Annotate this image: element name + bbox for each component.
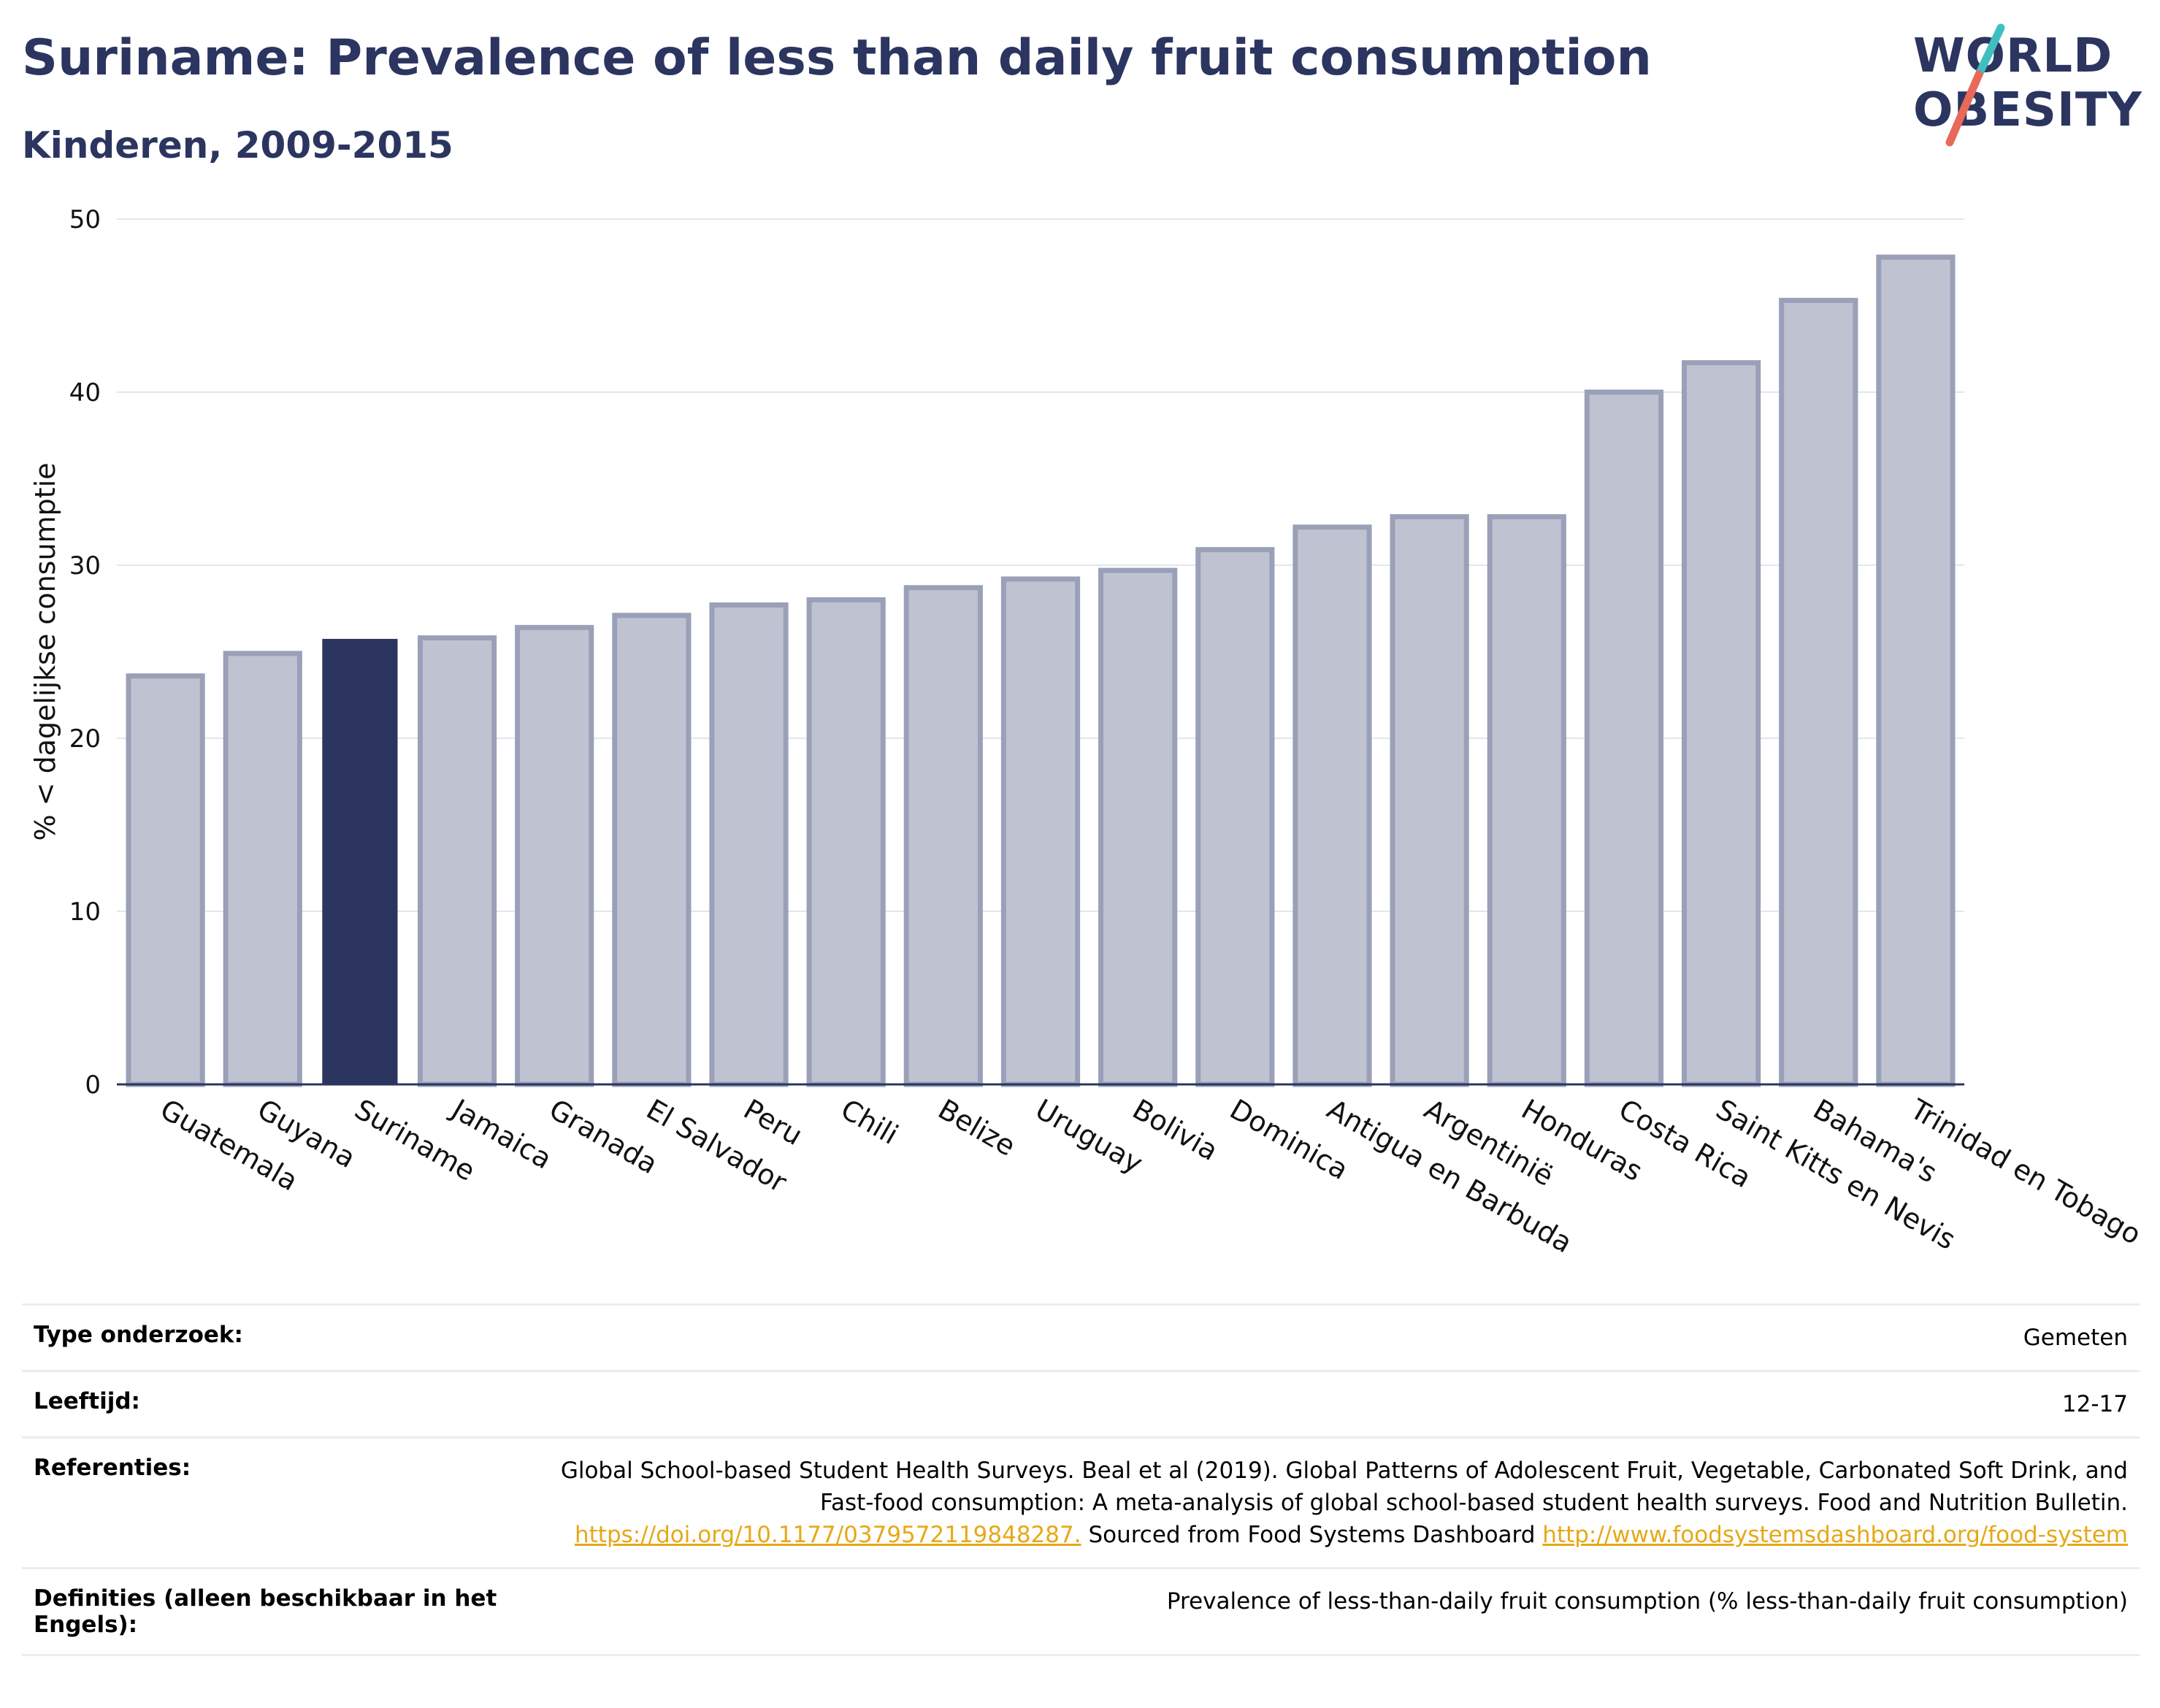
bar-costa-rica <box>1584 389 1664 1087</box>
bar-granada <box>515 624 594 1087</box>
info-value: 12-17 <box>2061 1391 2128 1417</box>
logo-line-2: OBESITY <box>1913 83 2142 137</box>
info-value: Gemeten <box>2023 1325 2128 1351</box>
y-tick-label: 0 <box>85 1071 101 1100</box>
logo-line-1: WORLD <box>1913 29 2113 83</box>
page-subtitle: Kinderen, 2009-2015 <box>22 124 453 166</box>
bar-honduras <box>1487 514 1566 1087</box>
world-obesity-logo: WORLD OBESITY <box>1906 22 2147 153</box>
bar-bahama-s <box>1779 297 1858 1087</box>
bar-saint-kitts-en-nevis <box>1682 360 1761 1087</box>
bar-suriname <box>322 638 398 1085</box>
y-axis-title: % < dagelijkse consumptie <box>29 462 61 840</box>
info-value: Global School-based Student Health Surve… <box>558 1455 2128 1551</box>
reference-source-text: Sourced from Food Systems Dashboard <box>1088 1522 1536 1548</box>
bar-guyana <box>223 651 302 1087</box>
bar-antigua-en-barbuda <box>1292 524 1372 1087</box>
info-value: Prevalence of less-than-daily fruit cons… <box>1166 1588 2128 1615</box>
info-label: Referenties: <box>34 1455 191 1481</box>
info-label: Definities (alleen beschikbaar in het En… <box>34 1585 497 1638</box>
page-title: Suriname: Prevalence of less than daily … <box>22 29 1652 87</box>
bar-dominica <box>1195 547 1275 1087</box>
y-tick-label: 20 <box>69 724 101 754</box>
bar-uruguay <box>1000 576 1081 1087</box>
x-tick-label: Uruguay <box>1030 1093 1149 1180</box>
x-tick-label: Granada <box>544 1093 663 1181</box>
info-table: Type onderzoek: Gemeten Leeftijd: 12-17 … <box>22 1303 2140 1656</box>
info-row-definitions: Definities (alleen beschikbaar in het En… <box>22 1567 2140 1656</box>
bar-belize <box>903 585 983 1087</box>
bar-guatemala <box>126 673 205 1087</box>
y-tick-label: 10 <box>69 897 101 927</box>
x-tick-label: Peru <box>738 1093 808 1152</box>
info-row-type: Type onderzoek: Gemeten <box>22 1303 2140 1370</box>
info-row-references: Referenties: Global School-based Student… <box>22 1436 2140 1567</box>
info-label: Leeftijd: <box>34 1388 140 1414</box>
x-tick-label: Belize <box>932 1093 1021 1163</box>
y-tick-label: 40 <box>69 378 101 407</box>
doi-link[interactable]: https://doi.org/10.1177/0379572119848287… <box>575 1522 1081 1548</box>
bar-peru <box>709 602 789 1087</box>
bar-trinidad-en-tobago <box>1876 254 1956 1087</box>
bar-argentini- <box>1390 514 1469 1087</box>
bar-bolivia <box>1098 567 1178 1087</box>
bar-el-salvador <box>612 613 692 1087</box>
logo-slash-icon <box>1945 23 2005 147</box>
bar-jamaica <box>417 635 497 1087</box>
dashboard-link[interactable]: http://www.foodsystemsdashboard.org/food… <box>1542 1522 2128 1548</box>
reference-text: Global School-based Student Health Surve… <box>560 1458 2128 1516</box>
x-tick-label: Chili <box>835 1093 903 1151</box>
y-tick-label: 30 <box>69 551 101 581</box>
bar-chili <box>806 597 886 1087</box>
info-label: Type onderzoek: <box>34 1322 243 1348</box>
info-row-age: Leeftijd: 12-17 <box>22 1370 2140 1436</box>
y-tick-label: 50 <box>69 205 101 234</box>
